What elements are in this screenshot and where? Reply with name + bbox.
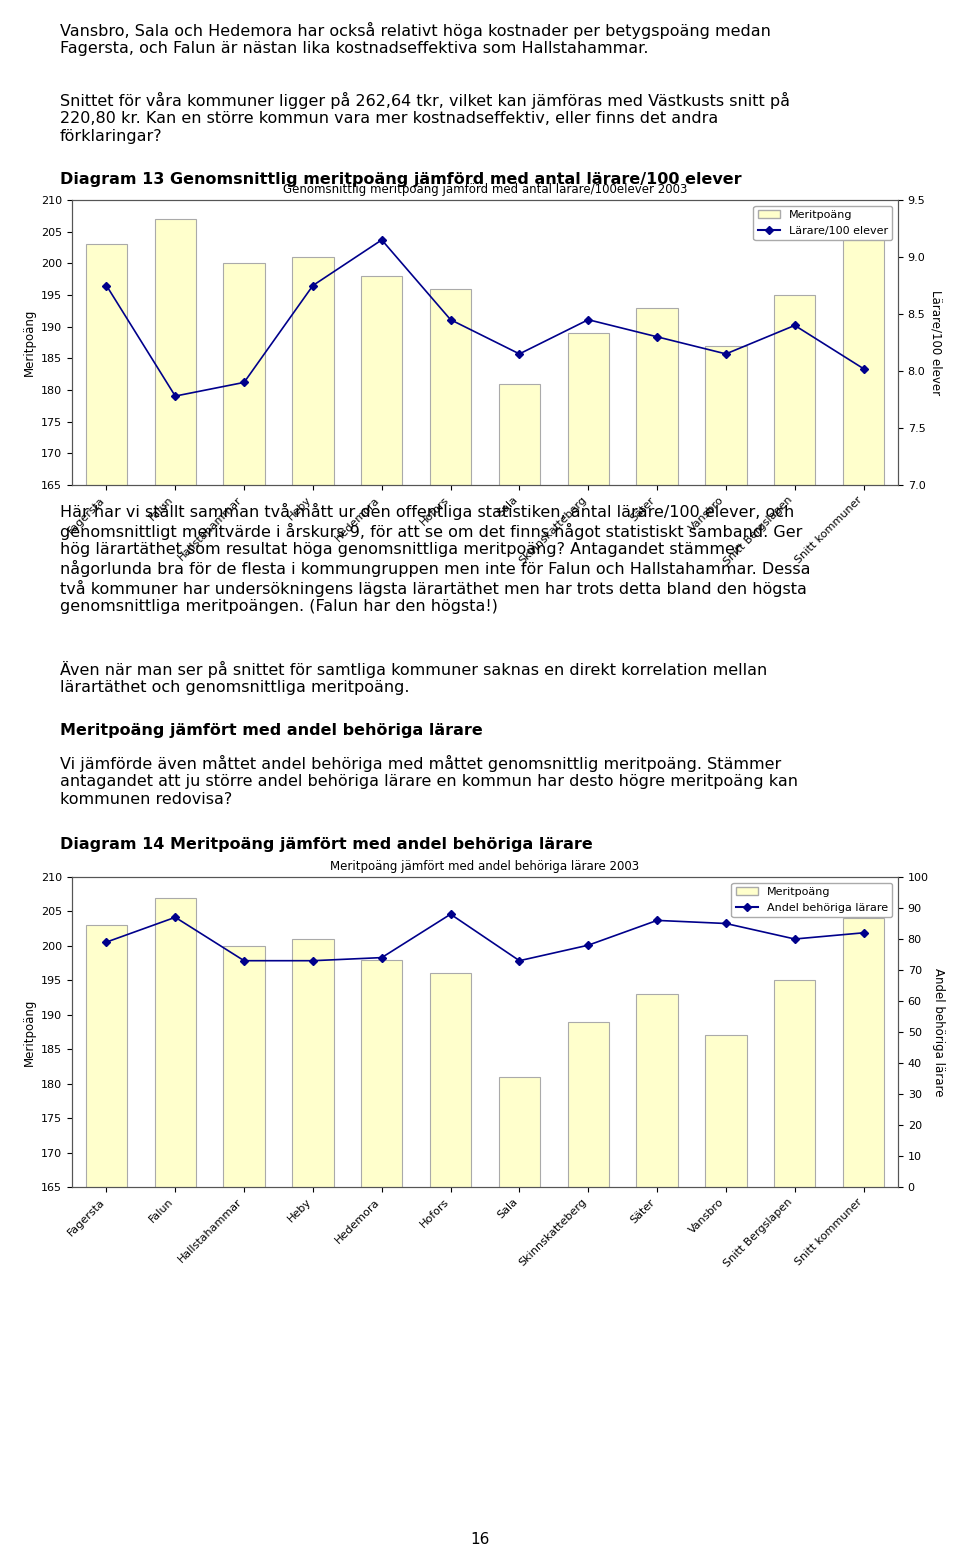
Bar xyxy=(499,1077,540,1563)
Text: Meritpoäng jämfört med andel behöriga lärare: Meritpoäng jämfört med andel behöriga lä… xyxy=(60,724,483,738)
Bar xyxy=(155,897,196,1563)
Bar xyxy=(706,345,747,1530)
Title: Genomsnittlig meritpoäng jämförd med antal lärare/100elever 2003: Genomsnittlig meritpoäng jämförd med ant… xyxy=(283,183,687,195)
Bar xyxy=(85,244,127,1530)
Y-axis label: Meritpoäng: Meritpoäng xyxy=(23,309,36,377)
Bar xyxy=(843,919,884,1563)
Legend: Meritpoäng, Andel behöriga lärare: Meritpoäng, Andel behöriga lärare xyxy=(732,883,893,917)
Bar xyxy=(292,256,333,1530)
Text: Även när man ser på snittet för samtliga kommuner saknas en direkt korrelation m: Även när man ser på snittet för samtliga… xyxy=(60,661,767,696)
Bar xyxy=(567,333,609,1530)
Bar xyxy=(843,238,884,1530)
Text: Diagram 14 Meritpoäng jämfört med andel behöriga lärare: Diagram 14 Meritpoäng jämfört med andel … xyxy=(60,838,592,852)
Text: 16: 16 xyxy=(470,1532,490,1547)
Bar xyxy=(430,289,471,1530)
Bar xyxy=(224,946,265,1563)
Bar xyxy=(361,960,402,1563)
Bar xyxy=(774,295,815,1530)
Y-axis label: Lärare/100 elever: Lärare/100 elever xyxy=(929,291,942,395)
Text: Diagram 13 Genomsnittlig meritpoäng jämförd med antal lärare/100 elever: Diagram 13 Genomsnittlig meritpoäng jämf… xyxy=(60,172,742,188)
Text: Snittet för våra kommuner ligger på 262,64 tkr, vilket kan jämföras med Västkust: Snittet för våra kommuner ligger på 262,… xyxy=(60,92,790,144)
Bar xyxy=(774,980,815,1563)
Bar xyxy=(567,1022,609,1563)
Text: Här har vi ställt samman två mått ur den offentliga statistiken, antal lärare/10: Här har vi ställt samman två mått ur den… xyxy=(60,503,810,614)
Bar xyxy=(636,308,678,1530)
Bar xyxy=(430,974,471,1563)
Title: Meritpoäng jämfört med andel behöriga lärare 2003: Meritpoäng jämfört med andel behöriga lä… xyxy=(330,860,639,874)
Legend: Meritpoäng, Lärare/100 elever: Meritpoäng, Lärare/100 elever xyxy=(754,206,893,241)
Bar xyxy=(499,383,540,1530)
Bar xyxy=(85,925,127,1563)
Bar xyxy=(636,994,678,1563)
Y-axis label: Meritpoäng: Meritpoäng xyxy=(23,999,36,1066)
Bar xyxy=(361,277,402,1530)
Bar xyxy=(224,263,265,1530)
Text: Vi jämförde även måttet andel behöriga med måttet genomsnittlig meritpoäng. Stäm: Vi jämförde även måttet andel behöriga m… xyxy=(60,755,798,807)
Bar xyxy=(155,219,196,1530)
Bar xyxy=(292,939,333,1563)
Y-axis label: Andel behöriga lärare: Andel behöriga lärare xyxy=(932,967,946,1096)
Bar xyxy=(706,1035,747,1563)
Text: Vansbro, Sala och Hedemora har också relativt höga kostnader per betygspoäng med: Vansbro, Sala och Hedemora har också rel… xyxy=(60,22,771,56)
